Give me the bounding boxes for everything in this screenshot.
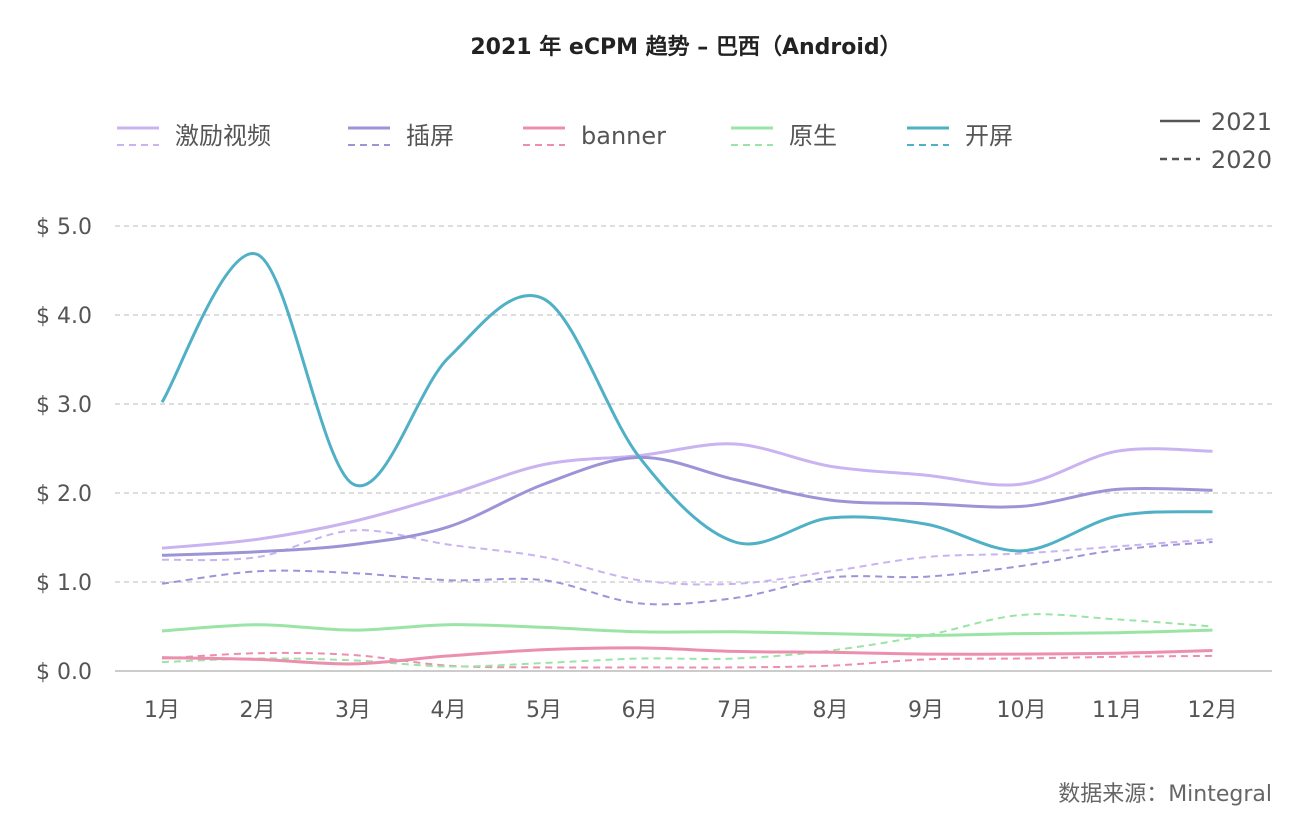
axes: $ 0.0 $ 1.0 $ 2.0 $ 3.0 $ 4.0 $ 5.0 1月 2月 3月 4月 5月… <box>36 215 1272 723</box>
x-tick-label: 5月 <box>526 698 562 723</box>
x-tick-label: 2月 <box>240 698 276 723</box>
chart-title: 2021 年 eCPM 趋势 – 巴西（Android） <box>470 34 901 60</box>
legend-label: 原生 <box>789 122 837 150</box>
x-tick-label: 7月 <box>717 698 753 723</box>
legend-label: 插屏 <box>406 122 454 150</box>
y-tick-label: $ 0.0 <box>36 660 92 685</box>
x-tick-label: 10月 <box>997 698 1047 723</box>
x-tick-label: 6月 <box>622 698 658 723</box>
y-tick-label: $ 2.0 <box>36 482 92 507</box>
x-tick-label: 1月 <box>144 698 180 723</box>
series-line-2020-1 <box>161 541 1213 606</box>
legend-label: 激励视频 <box>175 122 271 150</box>
grid <box>115 225 1272 583</box>
series-line-2020-0 <box>161 529 1213 586</box>
series-line-2021-1 <box>161 455 1213 557</box>
legend-label: banner <box>581 122 666 150</box>
series-line-2021-0 <box>161 442 1213 550</box>
series-line-2021-3 <box>161 623 1213 637</box>
style-label: 2020 <box>1211 146 1272 174</box>
legend: 激励视频 插屏 banner 原生 开屏 <box>117 122 1013 150</box>
series-line-2021-4 <box>160 252 1213 553</box>
x-tick-label: 8月 <box>813 698 849 723</box>
source-note: 数据来源：Mintegral <box>1058 782 1272 807</box>
series-lines <box>160 252 1213 669</box>
y-tick-label: $ 1.0 <box>36 571 92 596</box>
line-style-legend: 2021 2020 <box>1160 108 1272 174</box>
x-tick-label: 9月 <box>908 698 944 723</box>
x-tick-label: 12月 <box>1188 698 1238 723</box>
series-line-2021-2 <box>161 646 1213 666</box>
y-tick-label: $ 4.0 <box>36 304 92 329</box>
series-line-2020-2 <box>161 651 1213 669</box>
x-tick-label: 3月 <box>335 698 371 723</box>
series-line-2020-3 <box>161 613 1213 668</box>
y-tick-label: $ 5.0 <box>36 215 92 240</box>
y-tick-label: $ 3.0 <box>36 393 92 418</box>
style-label: 2021 <box>1211 108 1272 136</box>
legend-label: 开屏 <box>965 122 1013 150</box>
x-tick-label: 11月 <box>1092 698 1142 723</box>
x-tick-label: 4月 <box>431 698 467 723</box>
